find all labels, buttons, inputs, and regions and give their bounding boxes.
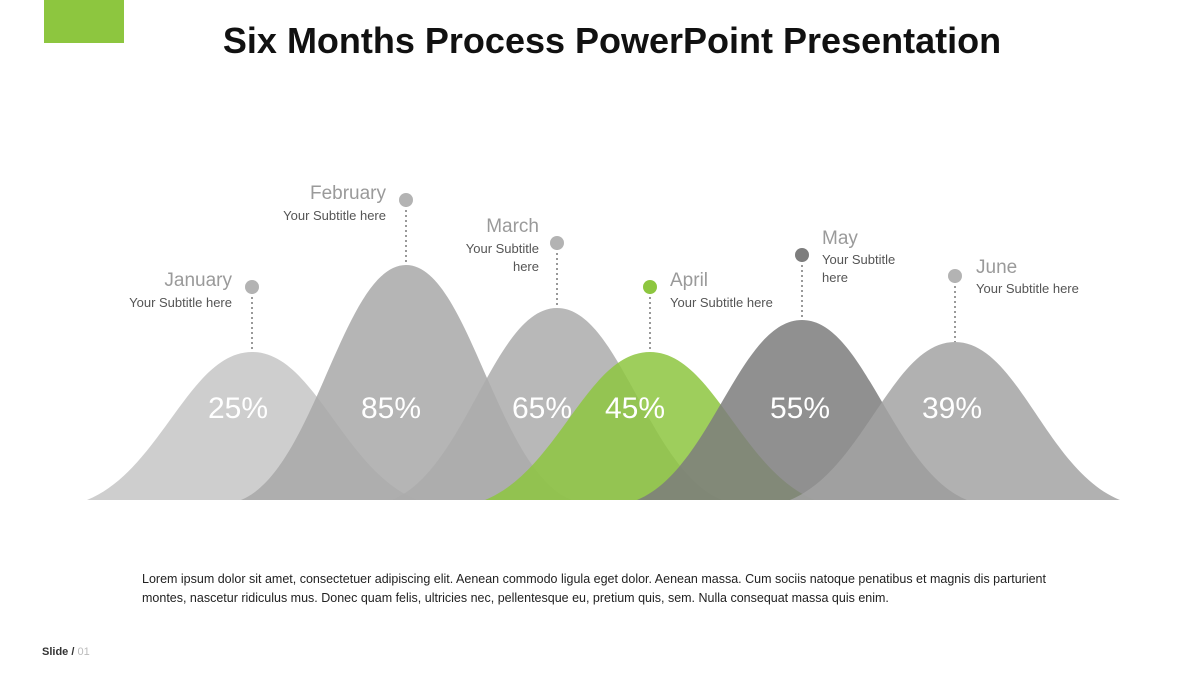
- pin: [245, 280, 259, 294]
- month-name: March: [486, 216, 539, 237]
- month-subtitle: Your Subtitle here: [976, 281, 1079, 296]
- month-subtitle: Your Subtitle here: [822, 252, 896, 285]
- footer-label: Slide /: [42, 646, 75, 658]
- footer: Slide / 01: [42, 646, 90, 658]
- month-name: January: [164, 270, 232, 291]
- month-name: February: [309, 183, 386, 204]
- month-percent: 25%: [207, 392, 269, 425]
- month-subtitle: Your Subtitle here: [670, 295, 773, 310]
- pin: [948, 269, 962, 283]
- month-percent: 55%: [769, 392, 831, 425]
- slide-number: 01: [77, 646, 90, 658]
- pin: [399, 193, 413, 207]
- title: Six Months Process PowerPoint Presentati…: [222, 20, 1002, 61]
- month-name: April: [670, 270, 709, 291]
- body-text: Lorem ipsum dolor sit amet, consectetuer…: [142, 572, 1046, 605]
- month-name: May: [822, 228, 858, 249]
- month-subtitle: Your Subtitle here: [465, 241, 539, 274]
- month-percent: 85%: [360, 392, 422, 425]
- month-subtitle: Your Subtitle here: [283, 208, 386, 223]
- pin: [550, 236, 564, 250]
- month-percent: 65%: [511, 392, 573, 425]
- month-percent: 45%: [604, 392, 666, 425]
- month-name: June: [976, 257, 1018, 278]
- month-percent: 39%: [921, 392, 983, 425]
- pin: [795, 248, 809, 262]
- accent-block: [44, 0, 124, 43]
- mountain: [790, 342, 1120, 500]
- pin: [643, 280, 657, 294]
- month-subtitle: Your Subtitle here: [129, 295, 232, 310]
